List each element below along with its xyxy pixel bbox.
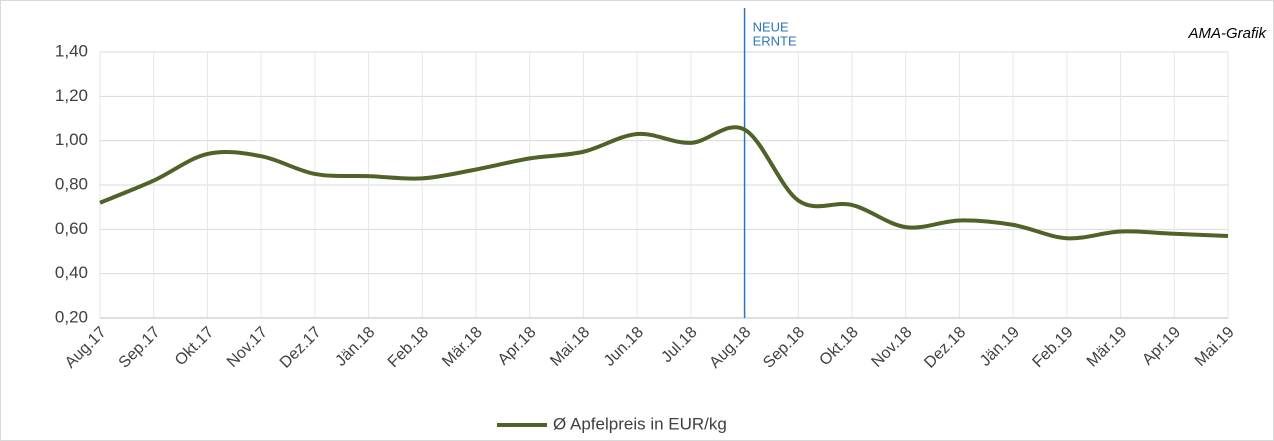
- y-tick-label: 1,40: [55, 41, 88, 60]
- annotation-text: ERNTE: [753, 33, 797, 48]
- annotation-text: NEUE: [753, 19, 789, 34]
- y-tick-label: 1,00: [55, 130, 88, 149]
- y-tick-label: 0,60: [55, 219, 88, 238]
- y-tick-label: 0,20: [55, 307, 88, 326]
- y-tick-label: 0,80: [55, 174, 88, 193]
- source-label: AMA-Grafik: [1187, 25, 1267, 42]
- line-series: [99, 125, 1229, 241]
- legend-label: Ø Apfelpreis in EUR/kg: [553, 414, 727, 433]
- y-tick-label: 0,40: [55, 263, 88, 282]
- y-tick-label: 1,20: [55, 86, 88, 105]
